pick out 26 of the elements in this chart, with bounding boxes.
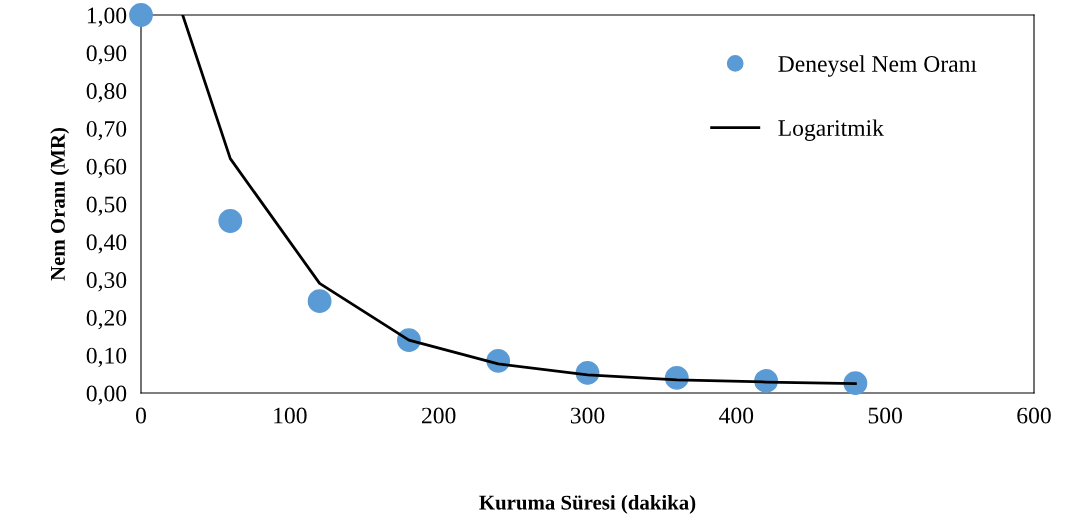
point	[307, 289, 332, 314]
point	[129, 3, 153, 27]
x-axis-title: Kuruma Süresi (dakika)	[479, 494, 696, 514]
y-tick-label: 0,90	[86, 45, 127, 65]
x-tick-label: 500	[868, 407, 902, 424]
y-tick-label: 0,20	[86, 309, 127, 330]
y-tick-label: 0,00	[86, 385, 127, 405]
y-tick-label: 0,50	[86, 196, 127, 216]
x-tick-label: 100	[274, 407, 307, 424]
point	[218, 209, 243, 233]
x-tick-label: 0	[136, 407, 146, 424]
y-tick-label: 0,80	[86, 83, 127, 103]
legend-label: Deneysel Nem Oranı	[778, 55, 977, 77]
point	[843, 371, 868, 396]
x-tick-label: 300	[570, 407, 605, 424]
y-tick-label: 0,70	[86, 120, 127, 141]
legend-label: Logaritmik	[778, 119, 884, 141]
y-tick-label: 1,00	[87, 7, 127, 27]
y-tick-label: 0,10	[86, 347, 127, 368]
x-tick-label: 600	[1017, 407, 1051, 424]
y-axis-title: Nem Oranı (MR)	[50, 127, 70, 281]
x-tick-label: 200	[421, 407, 456, 424]
y-tick-label: 0,40	[86, 234, 127, 254]
y-tick-label: 0,30	[86, 272, 127, 292]
y-tick-label: 0,60	[86, 158, 127, 179]
x-tick-label: 400	[719, 407, 754, 424]
